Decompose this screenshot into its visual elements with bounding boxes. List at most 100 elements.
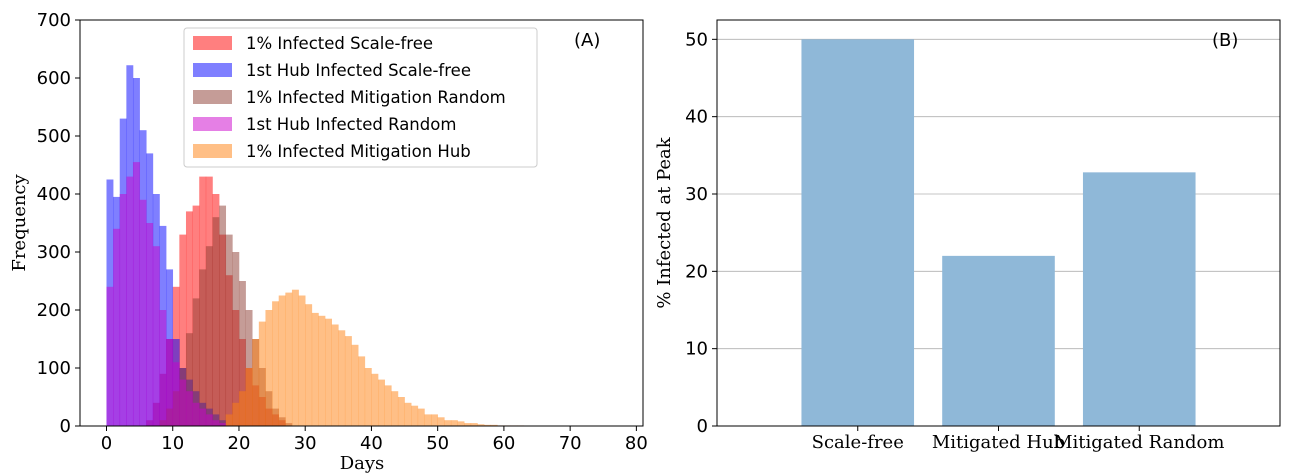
histogram-bar: [152, 246, 160, 426]
histogram-bar: [344, 336, 352, 426]
legend-entry: 1% Infected Mitigation Hub: [193, 142, 471, 161]
panel-tag: (A): [574, 30, 600, 51]
histogram-bar: [318, 315, 326, 426]
histogram-bar: [205, 414, 213, 426]
histogram-bar: [119, 194, 127, 426]
histogram-bar: [470, 423, 478, 426]
histogram-bar: [325, 318, 332, 426]
panel-tag: (B): [1212, 30, 1238, 51]
x-tick-label: 30: [294, 433, 317, 454]
histogram-bar: [219, 205, 227, 426]
histogram-bar: [212, 217, 220, 426]
histogram-bar: [285, 292, 293, 426]
histogram-bar: [205, 246, 213, 426]
histogram-bar: [437, 417, 445, 426]
y-tick-label: 700: [37, 10, 71, 31]
histogram-bar: [444, 420, 452, 426]
bars: [801, 39, 1196, 426]
x-tick-label: 40: [360, 433, 383, 454]
y-tick-label: 0: [697, 416, 708, 437]
legend-box: [183, 27, 538, 168]
histogram-bar: [159, 310, 167, 426]
y-tick-label: 600: [37, 68, 71, 89]
histogram-bar: [272, 301, 280, 426]
histogram-bar: [132, 162, 140, 426]
histogram-bar: [252, 339, 260, 426]
y-tick-label: 30: [685, 184, 708, 205]
histogram-bar: [179, 234, 187, 426]
histogram-bar: [378, 379, 385, 426]
x-tick-label: 20: [228, 433, 251, 454]
histogram-bar: [106, 286, 114, 426]
y-axis-label: Frequency: [9, 173, 30, 271]
histogram-bar: [311, 312, 319, 426]
histogram-bar: [192, 298, 200, 426]
histogram-bar: [245, 368, 253, 426]
legend-label: 1% Infected Scale-free: [246, 34, 433, 53]
y-tick-label: 400: [37, 184, 71, 205]
histogram-bar: [391, 391, 399, 426]
legend-entry: 1st Hub Infected Random: [193, 115, 456, 134]
x-tick-label: Mitigated Random: [1054, 432, 1224, 453]
histogram-bar: [477, 424, 485, 426]
histogram-bar: [450, 420, 458, 426]
histogram-bar: [490, 424, 498, 426]
histogram-bar: [464, 423, 472, 426]
legend-entry: 1st Hub Infected Scale-free: [193, 61, 471, 80]
x-tick-label: 0: [101, 433, 112, 454]
histogram-bars: [106, 65, 525, 427]
histogram-bar: [291, 289, 299, 426]
y-tick-label: 200: [37, 300, 71, 321]
bar: [942, 255, 1055, 426]
y-tick-label: 50: [685, 29, 708, 50]
histogram-bar: [364, 368, 372, 426]
histogram-bar: [225, 414, 233, 426]
histogram-bar: [113, 228, 121, 426]
legend-entry: 1% Infected Mitigation Random: [193, 88, 506, 107]
x-tick-label: Scale-free: [812, 432, 904, 453]
y-tick-label: 500: [37, 126, 71, 147]
x-tick-label: 70: [559, 433, 582, 454]
histogram-bar: [338, 330, 346, 426]
histogram-bar: [232, 402, 240, 426]
y-tick-label: 300: [37, 242, 71, 263]
y-tick-label: 20: [685, 261, 708, 282]
y-tick-label: 0: [60, 416, 71, 437]
histogram-bar: [384, 385, 392, 426]
legend-swatch: [193, 117, 232, 131]
histogram-bar: [126, 176, 134, 426]
histogram-bar: [139, 199, 147, 426]
x-tick-label: 60: [492, 433, 515, 454]
histogram-bar: [484, 424, 491, 426]
legend-swatch: [193, 36, 232, 50]
legend-swatch: [193, 144, 232, 158]
y-tick-label: 10: [685, 339, 708, 360]
histogram-bar: [305, 304, 313, 426]
x-axis-label: Days: [340, 453, 385, 474]
histogram-bar: [278, 295, 286, 426]
legend-label: 1% Infected Mitigation Hub: [246, 142, 471, 161]
histogram-bar: [185, 333, 193, 426]
y-axis-ticks: 0 100 200 300 400 500 600 700: [37, 10, 80, 437]
bar: [801, 39, 915, 426]
legend: 1% Infected Scale-free 1st Hub Infected …: [183, 27, 538, 168]
histogram-bar: [146, 223, 154, 426]
y-tick-label: 100: [37, 358, 71, 379]
histogram-bar: [411, 405, 419, 426]
histogram-bar: [185, 391, 193, 426]
histogram-bar: [265, 310, 273, 426]
histogram-bar: [172, 362, 180, 426]
histogram-bar: [212, 420, 220, 426]
histogram-bar: [238, 281, 246, 426]
y-axis-label: % Infected at Peak: [654, 136, 675, 308]
bar: [1082, 172, 1196, 426]
histogram-bar: [166, 339, 174, 426]
histogram-panel: 0 10 20 30 40 50 60 70 80 0 100 200 300 400 500 600 700…: [9, 10, 648, 474]
histogram-bar: [397, 397, 405, 426]
histogram-bar: [232, 252, 240, 426]
x-tick-label: 80: [625, 433, 648, 454]
legend-swatch: [193, 90, 232, 104]
histogram-bar: [238, 391, 246, 426]
